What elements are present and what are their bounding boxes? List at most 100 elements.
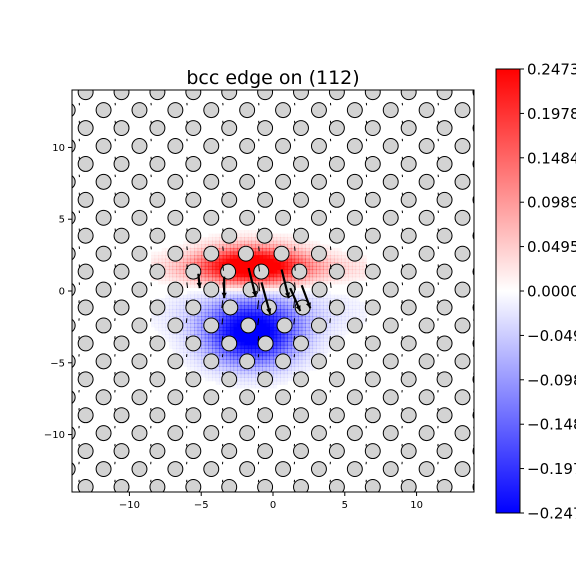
field-cell <box>201 334 206 339</box>
atom <box>77 299 94 316</box>
field-cell <box>204 269 209 274</box>
field-cell <box>298 251 303 256</box>
field-cell <box>280 377 285 382</box>
field-cell <box>251 369 256 375</box>
field-cell <box>165 269 170 274</box>
field-cell <box>305 276 310 281</box>
field-cell <box>244 230 248 234</box>
field-cell <box>201 308 206 314</box>
field-cell <box>237 341 242 346</box>
field-cell <box>290 323 296 328</box>
field-cell <box>219 326 224 332</box>
field-cell <box>190 330 195 335</box>
atom <box>347 497 362 512</box>
field-cell <box>183 334 188 339</box>
field-cell <box>273 312 278 317</box>
field-cell <box>233 273 238 278</box>
field-cell <box>287 330 292 335</box>
field-cell <box>262 352 267 357</box>
atom <box>95 209 112 226</box>
field-cell <box>356 302 360 306</box>
field-cell <box>251 337 256 342</box>
atom <box>185 443 202 460</box>
field-cell <box>326 258 332 263</box>
field-cell <box>344 258 349 263</box>
atom <box>185 371 202 388</box>
field-cell <box>208 237 213 242</box>
field-cell <box>301 294 306 299</box>
field-cell <box>273 240 278 245</box>
field-cell <box>215 337 220 342</box>
field-cell <box>179 273 184 278</box>
field-cell <box>240 369 245 375</box>
atom <box>95 425 112 442</box>
atom <box>256 227 273 244</box>
field-cell <box>211 273 217 278</box>
field-cell <box>359 258 364 263</box>
atom <box>60 67 75 82</box>
field-cell <box>319 276 324 281</box>
field-cell <box>216 381 220 385</box>
atom <box>77 155 94 172</box>
field-cell <box>255 380 260 385</box>
field-cell <box>255 308 260 314</box>
field-cell <box>334 258 339 263</box>
field-cell <box>237 305 242 310</box>
field-cell <box>326 344 332 350</box>
field-cell <box>269 334 274 339</box>
field-cell <box>237 298 242 303</box>
field-cell <box>186 294 192 299</box>
field-cell <box>255 348 260 353</box>
atom <box>167 353 184 370</box>
field-cell <box>337 326 342 332</box>
field-cell <box>240 273 245 278</box>
atom <box>203 138 220 154</box>
field-cell <box>283 337 288 342</box>
field-cell <box>273 384 277 388</box>
field-cell <box>251 265 256 271</box>
field-cell <box>273 344 278 350</box>
field-cell <box>344 273 349 278</box>
displacement-arrow <box>221 336 224 341</box>
atom <box>149 335 166 352</box>
field-cell <box>287 265 292 271</box>
field-cell <box>247 377 253 382</box>
atom <box>275 173 292 190</box>
field-cell <box>319 341 324 346</box>
field-cell <box>190 291 194 295</box>
field-cell <box>179 294 184 299</box>
field-cell <box>269 244 274 249</box>
field-cell <box>273 373 278 378</box>
field-cell <box>244 265 249 271</box>
field-cell <box>273 380 278 385</box>
field-cell <box>219 316 224 321</box>
atom <box>239 425 256 442</box>
field-cell <box>348 305 353 310</box>
field-cell <box>348 258 353 263</box>
field-cell <box>186 319 192 324</box>
field-cell <box>262 280 267 285</box>
field-cell <box>208 265 213 271</box>
field-cell <box>172 305 177 310</box>
field-cell <box>298 291 303 296</box>
field-cell <box>219 308 224 314</box>
field-cell <box>255 369 260 375</box>
atom <box>149 191 166 208</box>
field-cell <box>269 316 274 321</box>
field-cell <box>176 305 181 310</box>
field-cell <box>273 326 278 332</box>
field-cell <box>316 298 321 303</box>
field-cell <box>326 247 332 253</box>
field-cell <box>273 369 278 375</box>
field-cell <box>283 262 288 267</box>
atom <box>436 299 453 316</box>
field-cell <box>233 362 238 367</box>
field-cell <box>240 280 245 285</box>
field-cell <box>186 251 192 256</box>
field-cell <box>161 255 166 260</box>
field-cell <box>183 244 188 249</box>
field-cell <box>283 341 288 346</box>
field-cell <box>276 316 281 321</box>
atom <box>328 191 345 208</box>
x-tick-label: 5 <box>342 500 348 511</box>
